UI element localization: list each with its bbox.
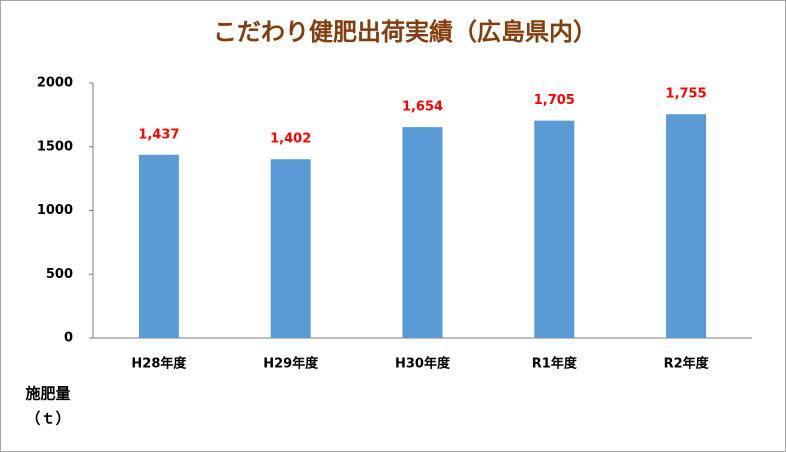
value-label: 1,402 [270,132,311,147]
y-axis-label: （ｔ） [25,410,70,428]
bar [666,114,707,338]
chart-title: こだわり健肥出荷実績（広島県内） [213,18,597,46]
x-tick-label: H28年度 [131,356,187,372]
bar [402,127,443,339]
x-tick-label: R2年度 [664,356,710,372]
x-tick-label: H29年度 [263,356,319,372]
bar [534,120,575,338]
y-tick-label: 1500 [37,139,73,154]
bar [270,159,311,338]
bar [138,154,179,338]
y-tick-label: 500 [46,267,73,282]
value-label: 1,755 [666,87,707,102]
value-label: 1,705 [534,93,575,108]
y-tick-label: 0 [64,331,73,346]
y-tick-label: 2000 [37,76,73,91]
x-tick-label: R1年度 [532,356,578,372]
value-label: 1,654 [402,100,443,115]
y-tick-label: 1000 [37,203,73,218]
value-label: 1,437 [138,127,179,142]
x-tick-label: H30年度 [395,356,451,372]
y-axis-label: 施肥量 [25,385,70,403]
